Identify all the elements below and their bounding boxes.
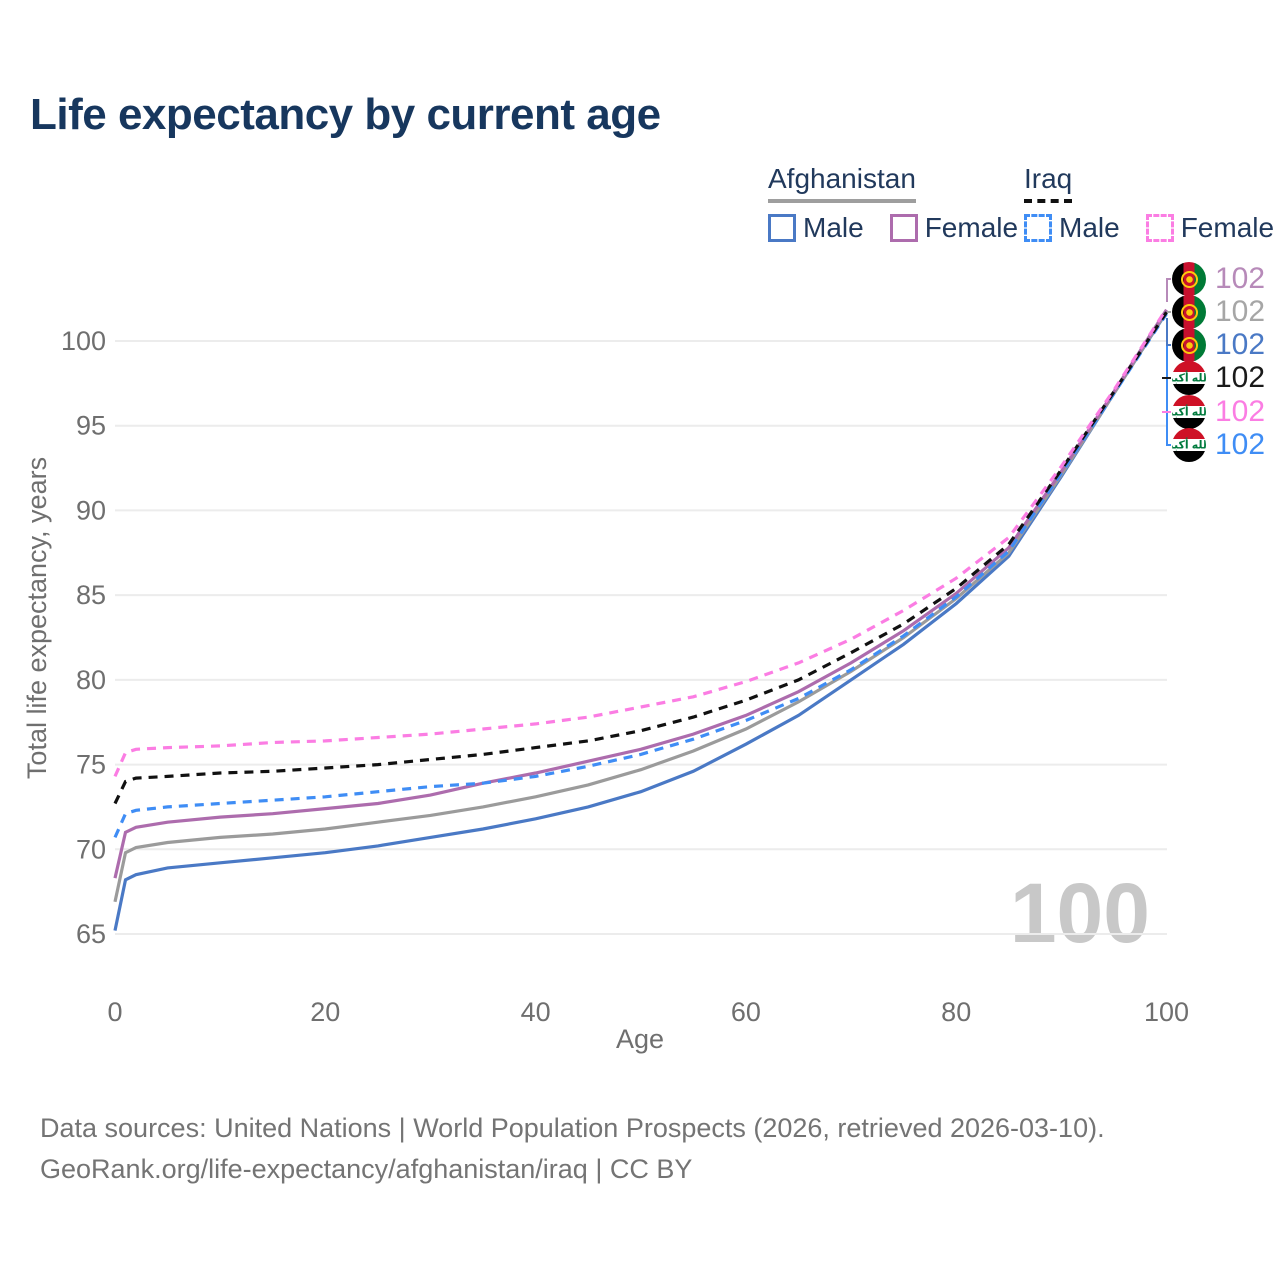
end-label: 102 [1172, 262, 1265, 296]
legend-item-iraq-female[interactable]: Female [1145, 212, 1275, 244]
legend-item-afghanistan-male[interactable]: Male [768, 212, 864, 244]
series-line-iraq-female[interactable] [113, 307, 1168, 778]
legend-group-iraq: Iraq Male Female [1024, 163, 1274, 244]
end-label: الله أكبر 102 [1172, 428, 1265, 462]
y-tick-label: 90 [76, 495, 106, 525]
gridlines [115, 340, 1167, 935]
iraq-flag-icon: الله أكبر [1172, 395, 1206, 429]
legend-label: Male [803, 212, 864, 243]
y-tick-label: 70 [76, 834, 106, 864]
end-label-value: 102 [1215, 295, 1266, 328]
y-tick-label: 65 [76, 919, 106, 949]
end-label-value: 102 [1215, 361, 1266, 394]
iraq-flag-script: الله أكبر [1172, 406, 1206, 419]
afghanistan-male-swatch [768, 214, 796, 242]
afghanistan-flag-icon [1172, 295, 1206, 329]
iraq-flag-icon: الله أكبر [1172, 361, 1206, 395]
iraq-flag-icon: الله أكبر [1172, 428, 1206, 462]
end-label-value: 102 [1215, 428, 1266, 461]
series-lines [113, 307, 1168, 931]
x-tick-labels: 0 20 40 60 80 100 [107, 997, 1189, 1027]
afghanistan-flag-emblem [1181, 271, 1198, 288]
iraq-flag-script: الله أكبر [1172, 439, 1206, 452]
afghanistan-flag-icon [1172, 262, 1206, 296]
legend-label: Female [1180, 212, 1275, 243]
chart-title: Life expectancy by current age [30, 90, 661, 139]
legend-group-afghanistan: Afghanistan Male Female [768, 163, 1018, 244]
afghanistan-flag-icon [1172, 328, 1206, 362]
y-tick-label: 95 [76, 411, 106, 441]
legend-item-iraq-male[interactable]: Male [1024, 212, 1120, 244]
x-tick-label: 0 [107, 997, 122, 1027]
legend-item-afghanistan-female[interactable]: Female [889, 212, 1019, 244]
iraq-flag-script: الله أكبر [1172, 372, 1206, 385]
end-label: الله أكبر 102 [1172, 361, 1265, 395]
x-tick-label: 20 [310, 997, 340, 1027]
footer-data-sources: Data sources: United Nations | World Pop… [40, 1113, 1105, 1143]
end-label: الله أكبر 102 [1172, 395, 1265, 429]
series-line-iraq-both-sexes[interactable] [113, 311, 1168, 805]
footer: Data sources: United Nations | World Pop… [40, 1108, 1105, 1189]
y-tick-labels: 65 70 75 80 85 90 95 100 [61, 326, 106, 949]
end-label-connector [1166, 278, 1171, 302]
series-line-afghanistan-female[interactable] [113, 308, 1168, 879]
y-axis-title: Total life expectancy, years [22, 457, 52, 779]
afghanistan-female-swatch [889, 214, 918, 242]
end-label: 102 [1172, 295, 1265, 329]
x-tick-label: 60 [731, 997, 761, 1027]
afghanistan-flag-emblem [1181, 304, 1198, 321]
series-line-iraq-male[interactable] [113, 313, 1168, 839]
series-line-afghanistan-both-sexes[interactable] [113, 310, 1168, 903]
end-label-connectors [1162, 278, 1171, 446]
x-tick-label: 40 [521, 997, 551, 1027]
x-axis-title: Age [616, 1024, 664, 1054]
y-tick-label: 100 [61, 326, 106, 356]
iraq-male-swatch [1024, 214, 1052, 242]
iraq-female-swatch [1145, 214, 1174, 242]
end-label-connector [1166, 318, 1171, 346]
x-tick-label: 80 [941, 997, 971, 1027]
end-label-value: 102 [1215, 328, 1266, 361]
end-label-connector [1166, 318, 1171, 446]
series-line-afghanistan-male[interactable] [113, 311, 1168, 931]
footer-attribution: GeoRank.org/life-expectancy/afghanistan/… [40, 1153, 693, 1184]
legend-label: Male [1059, 212, 1120, 243]
end-label-value: 102 [1215, 262, 1266, 295]
y-tick-label: 80 [76, 665, 106, 695]
y-tick-label: 75 [76, 750, 106, 780]
x-tick-label: 100 [1144, 997, 1189, 1027]
legend-country-iraq[interactable]: Iraq [1024, 163, 1073, 203]
end-label: 102 [1172, 328, 1265, 362]
afghanistan-flag-emblem [1181, 337, 1198, 354]
end-label-value: 102 [1215, 395, 1266, 428]
legend-label: Female [924, 212, 1019, 243]
legend-country-afghanistan[interactable]: Afghanistan [768, 163, 916, 203]
y-tick-label: 85 [76, 580, 106, 610]
